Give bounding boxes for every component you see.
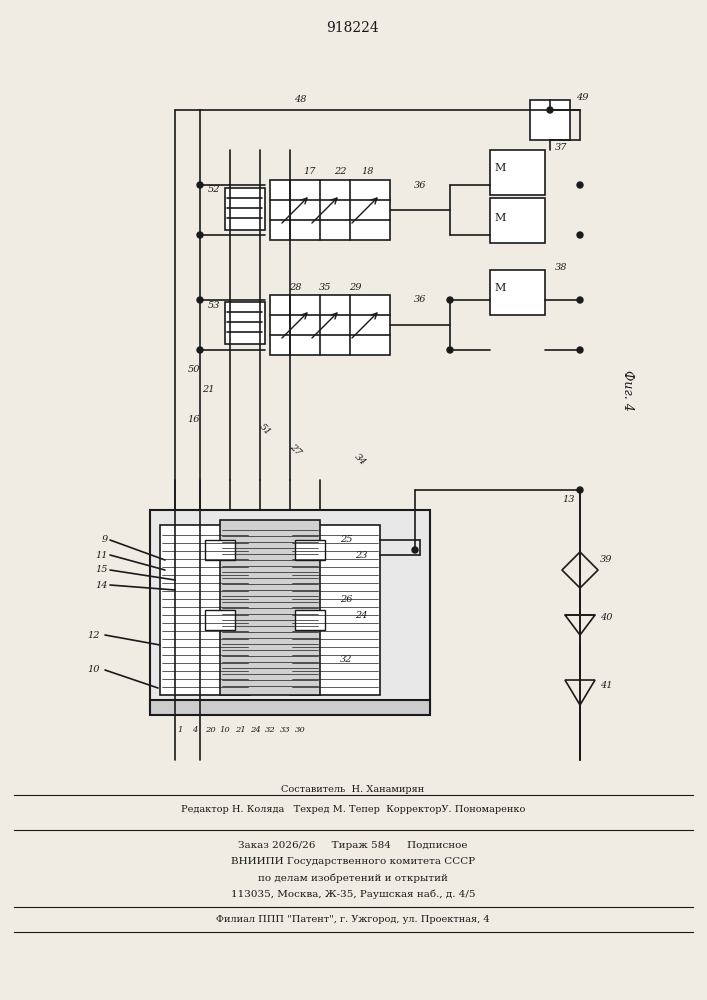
Text: 9: 9 — [102, 536, 108, 544]
Text: 4: 4 — [192, 726, 198, 734]
Text: 50: 50 — [187, 365, 200, 374]
Circle shape — [447, 347, 453, 353]
Text: 10: 10 — [88, 666, 100, 674]
Text: 37: 37 — [555, 143, 568, 152]
Circle shape — [577, 232, 583, 238]
Text: 23: 23 — [355, 550, 368, 560]
Text: ВНИИПИ Государственного комитета СССР: ВНИИПИ Государственного комитета СССР — [231, 857, 475, 866]
Text: 12: 12 — [88, 631, 100, 640]
Text: 36: 36 — [414, 180, 426, 190]
Circle shape — [197, 232, 203, 238]
Text: 40: 40 — [600, 613, 612, 622]
Text: 29: 29 — [349, 282, 361, 292]
Circle shape — [547, 107, 553, 113]
Text: Заказ 2026/26     Тираж 584     Подписное: Заказ 2026/26 Тираж 584 Подписное — [238, 840, 468, 850]
Text: 113035, Москва, Ж-35, Раушская наб., д. 4/5: 113035, Москва, Ж-35, Раушская наб., д. … — [230, 889, 475, 899]
Text: 35: 35 — [319, 282, 332, 292]
Text: 13: 13 — [563, 495, 575, 504]
Bar — [205, 540, 235, 560]
Text: 41: 41 — [600, 680, 612, 690]
Text: 25: 25 — [340, 536, 353, 544]
Bar — [490, 150, 545, 195]
Circle shape — [577, 347, 583, 353]
Text: 918224: 918224 — [327, 21, 380, 35]
Text: 24: 24 — [250, 726, 260, 734]
Text: 34: 34 — [352, 452, 368, 468]
Bar — [270, 180, 390, 240]
Bar — [295, 540, 325, 560]
Bar — [530, 100, 570, 140]
Bar — [225, 302, 265, 344]
Circle shape — [412, 547, 418, 553]
Bar — [490, 270, 545, 315]
Text: 32: 32 — [340, 656, 353, 664]
Text: 11: 11 — [95, 550, 108, 560]
Bar — [490, 198, 545, 243]
Text: 20: 20 — [204, 726, 216, 734]
Text: 53: 53 — [207, 300, 220, 310]
Text: 33: 33 — [280, 726, 291, 734]
Text: 17: 17 — [304, 167, 316, 176]
Bar — [150, 700, 430, 715]
Text: 38: 38 — [555, 263, 568, 272]
Text: М: М — [494, 283, 506, 293]
Text: 52: 52 — [207, 186, 220, 194]
Circle shape — [197, 347, 203, 353]
Text: 30: 30 — [295, 726, 305, 734]
Text: 21: 21 — [235, 726, 245, 734]
Text: 24: 24 — [355, 610, 368, 619]
Text: 1: 1 — [177, 726, 182, 734]
Text: 21: 21 — [202, 385, 215, 394]
Text: 28: 28 — [288, 282, 301, 292]
Text: 39: 39 — [600, 556, 612, 564]
Text: 26: 26 — [340, 595, 353, 604]
Text: 15: 15 — [95, 566, 108, 574]
Bar — [225, 188, 265, 230]
Bar — [295, 610, 325, 630]
Text: по делам изобретений и открытий: по делам изобретений и открытий — [258, 873, 448, 883]
Text: 49: 49 — [575, 94, 588, 103]
Bar — [160, 525, 250, 695]
Circle shape — [577, 297, 583, 303]
Text: 32: 32 — [264, 726, 275, 734]
Text: Фиг. 4: Фиг. 4 — [621, 370, 634, 410]
Text: 16: 16 — [187, 416, 200, 424]
Circle shape — [197, 182, 203, 188]
Circle shape — [447, 297, 453, 303]
Text: М: М — [494, 213, 506, 223]
Circle shape — [577, 487, 583, 493]
Bar — [205, 610, 235, 630]
Text: 51: 51 — [257, 422, 273, 438]
Text: 22: 22 — [334, 167, 346, 176]
Bar — [290, 525, 380, 695]
Text: Редактор Н. Коляда   Техред М. Тепер  КорректорУ. Пономаренко: Редактор Н. Коляда Техред М. Тепер Корре… — [181, 806, 525, 814]
Text: М: М — [494, 163, 506, 173]
Text: 48: 48 — [293, 96, 306, 104]
Bar — [270, 295, 390, 355]
Circle shape — [577, 182, 583, 188]
Bar — [220, 520, 320, 695]
Text: 14: 14 — [95, 580, 108, 589]
Text: 10: 10 — [220, 726, 230, 734]
Text: 27: 27 — [288, 442, 303, 458]
Circle shape — [197, 297, 203, 303]
Text: 18: 18 — [362, 167, 374, 176]
Text: Составитель  Н. Ханамирян: Составитель Н. Ханамирян — [281, 786, 425, 794]
Text: 36: 36 — [414, 296, 426, 304]
Text: Филиал ППП "Патент", г. Ужгород, ул. Проектная, 4: Филиал ППП "Патент", г. Ужгород, ул. Про… — [216, 916, 490, 924]
Bar — [150, 510, 430, 710]
